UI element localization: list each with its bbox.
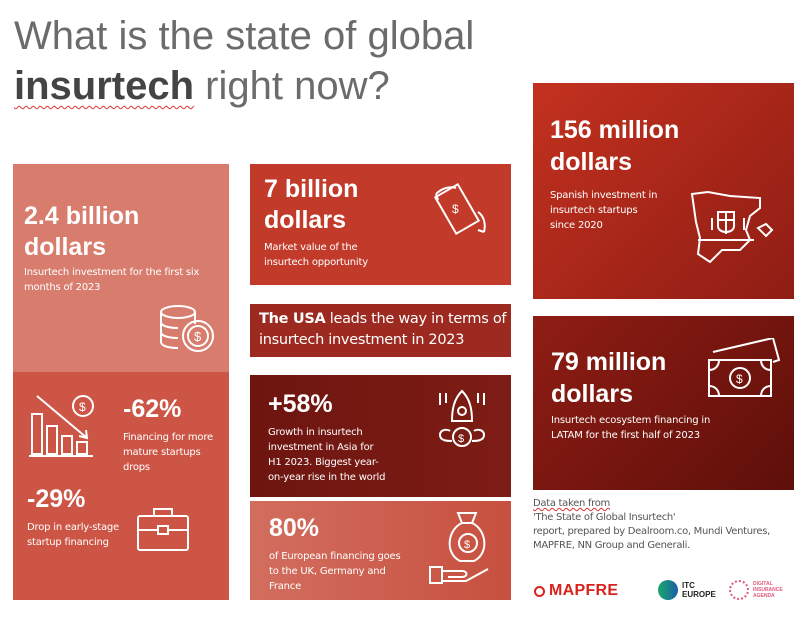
card-latam: 79 million dollars Insurtech ecosystem f… (533, 316, 794, 490)
svg-text:$: $ (458, 433, 464, 445)
investment-unit: dollars (24, 233, 106, 261)
svg-text:$: $ (464, 539, 470, 551)
europe-text: EUROPE (682, 590, 716, 599)
dia-text-2: INSURANCE (753, 587, 783, 593)
latam-desc: Insurtech ecosystem financing in LATAM f… (551, 415, 711, 441)
source-line-3: report, prepared by Dealroom.co, Mundi V… (533, 526, 771, 551)
spain-value: 156 million (550, 116, 680, 144)
svg-text:$: $ (736, 372, 743, 386)
card-europe: 80% of European financing goes to the UK… (250, 501, 511, 600)
spain-map-icon (690, 190, 774, 264)
dia-text-1: DIGITAL (753, 581, 773, 587)
mapfre-emblem-icon (534, 585, 545, 597)
card-asia-growth: +58% Growth in insurtech investment in A… (250, 375, 511, 497)
latam-value: 79 million (551, 348, 667, 376)
usa-banner: The USA leads the way in terms of insurt… (250, 304, 511, 357)
card-startup-drops: $ -62% Financing for more mature startup… (13, 372, 229, 600)
title-line-1: What is the state of global (14, 14, 475, 58)
itc-globe-icon (658, 580, 678, 600)
asia-value: +58% (268, 390, 333, 418)
itc-wordmark: ITC EUROPE (682, 581, 716, 599)
investment-value: 2.4 billion (24, 202, 140, 230)
coins-dollar-icon: $ (160, 305, 214, 352)
itc-europe-logo: ITC EUROPE (658, 580, 716, 600)
briefcase-icon (137, 508, 189, 551)
market-desc: Market value of the insurtech opportunit… (264, 242, 368, 268)
usa-text: The USA leads the way in terms of insurt… (259, 309, 509, 351)
svg-text:$: $ (79, 400, 86, 414)
spain-unit: dollars (550, 148, 632, 176)
card-spain: 156 million dollars Spanish investment i… (533, 83, 794, 299)
mapfre-logo: MAPFRE (534, 582, 618, 600)
dia-emblem-icon (729, 580, 749, 600)
svg-text:$: $ (452, 202, 459, 216)
early-desc: Drop in early-stage startup financing (27, 522, 120, 548)
banknotes-icon: $ (708, 338, 781, 397)
mature-value: -62% (123, 395, 182, 423)
title-rest: right now? (194, 64, 390, 108)
europe-value: 80% (269, 514, 320, 542)
money-bag-hand-icon: $ (429, 512, 489, 584)
usa-rest: leads the way in terms of insurtech inve… (259, 311, 507, 348)
source-line-1: Data taken from (533, 498, 610, 509)
card-market-value: 7 billion dollars Market value of the in… (250, 164, 511, 285)
spain-desc: Spanish investment in insurtech startups… (550, 190, 658, 231)
card-investment: 2.4 billion dollars Insurtech investment… (13, 164, 229, 372)
market-unit: dollars (264, 206, 346, 234)
mapfre-wordmark: MAPFRE (549, 582, 619, 599)
title-bold: insurtech (14, 64, 195, 108)
declining-chart-dollar-icon: $ (29, 395, 94, 457)
svg-text:$: $ (194, 329, 202, 344)
asia-desc: Growth in insurtech investment in Asia f… (268, 427, 386, 483)
digital-insurance-agenda-logo: DIGITAL INSURANCE AGENDA (729, 580, 783, 600)
investment-desc: Insurtech investment for the first six m… (24, 267, 200, 293)
itc-text: ITC (682, 581, 695, 590)
market-value: 7 billion (264, 175, 359, 203)
early-value: -29% (27, 485, 86, 513)
source-line-2: 'The State of Global Insurtech' (533, 512, 676, 523)
europe-desc: of European financing goes to the UK, Ge… (269, 551, 401, 592)
dia-text-3: AGENDA (753, 593, 775, 599)
source-note: Data taken from 'The State of Global Ins… (533, 497, 788, 553)
latam-unit: dollars (551, 380, 633, 408)
rocket-money-icon: $ (438, 389, 486, 447)
dia-wordmark: DIGITAL INSURANCE AGENDA (753, 581, 783, 599)
title-line-2: insurtech right now? (14, 64, 390, 108)
flying-money-icon: $ (433, 182, 486, 236)
mature-desc: Financing for more mature startups drops (123, 432, 213, 473)
usa-bold: The USA (259, 311, 326, 327)
